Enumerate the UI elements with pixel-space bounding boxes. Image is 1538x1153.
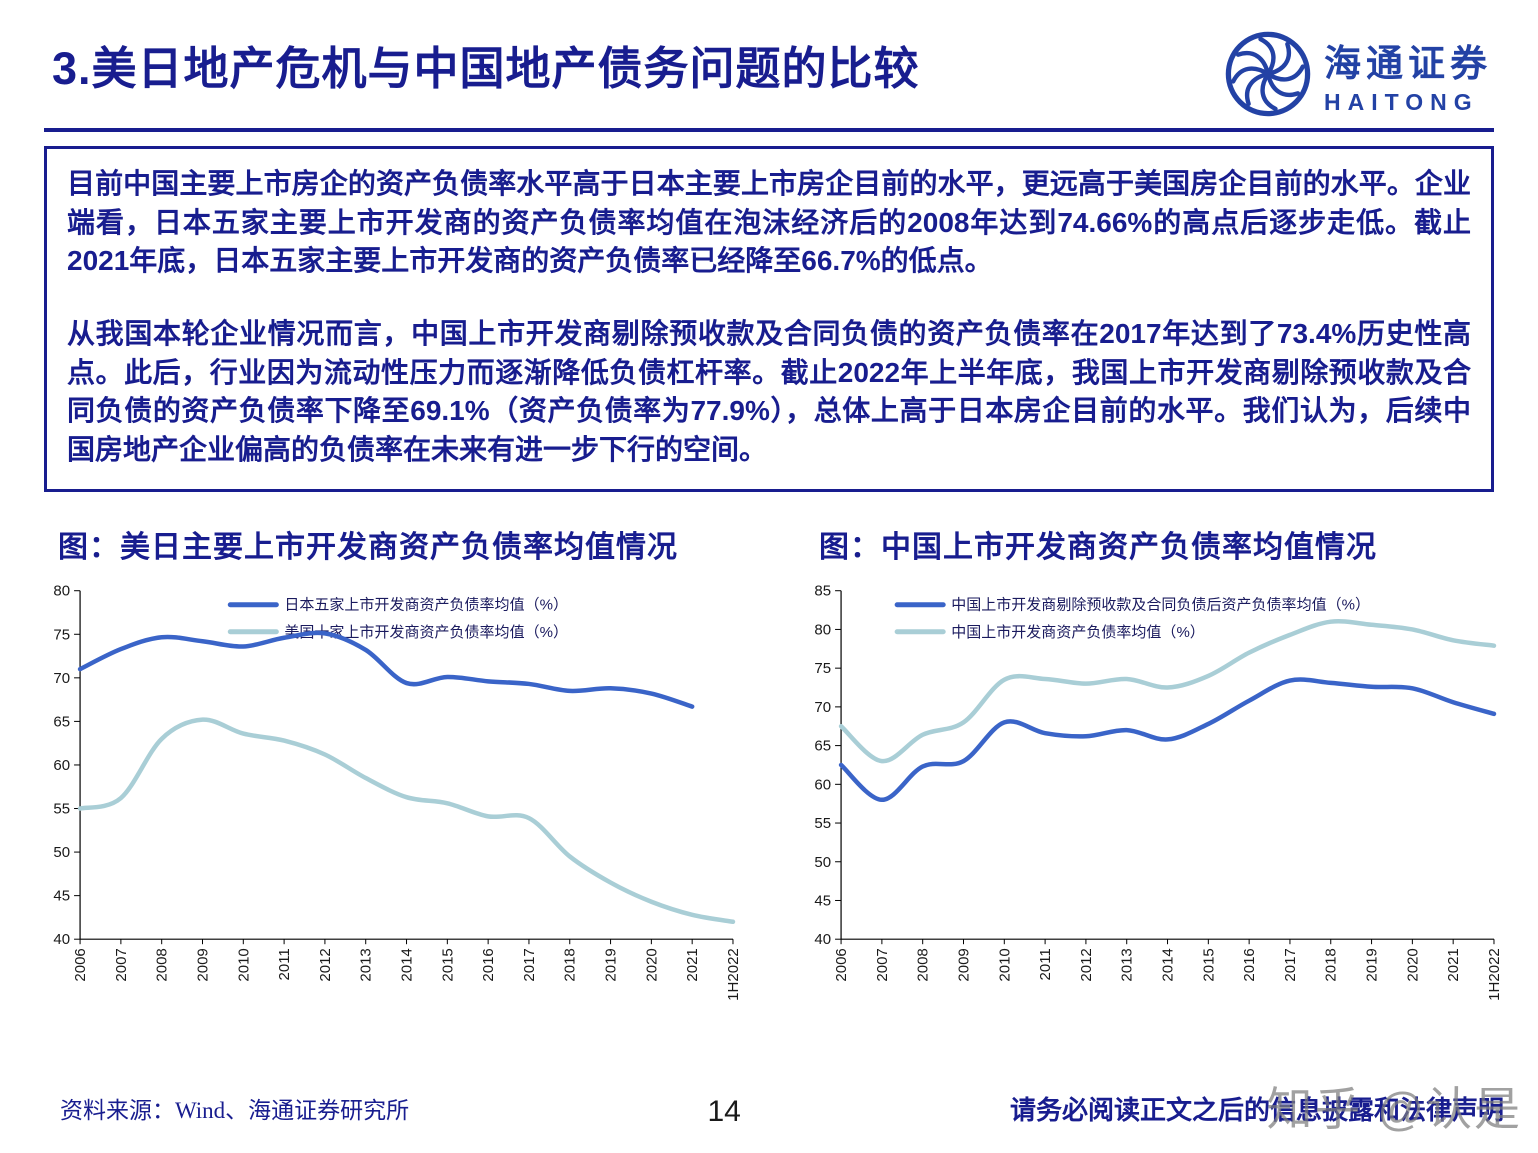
svg-text:55: 55: [814, 815, 831, 832]
svg-text:美国十家上市开发商资产负债率均值（%）: 美国十家上市开发商资产负债率均值（%）: [284, 624, 568, 641]
svg-text:2018: 2018: [1323, 949, 1340, 982]
footer-source: 资料来源：Wind、海通证券研究所: [60, 1098, 410, 1123]
haitong-logo-icon: [1225, 31, 1311, 117]
svg-text:2009: 2009: [955, 949, 972, 982]
svg-text:45: 45: [53, 888, 70, 905]
haitong-logo: 海通证券 HAITONG: [1224, 30, 1492, 118]
summary-box: 目前中国主要上市房企的资产负债率水平高于日本主要上市房企目前的水平，更远高于美国…: [44, 146, 1494, 493]
svg-text:2015: 2015: [439, 949, 456, 982]
svg-text:日本五家上市开发商资产负债率均值（%）: 日本五家上市开发商资产负债率均值（%）: [284, 597, 568, 614]
svg-text:2012: 2012: [317, 949, 334, 982]
logo-text-en: HAITONG: [1324, 88, 1479, 115]
svg-text:45: 45: [814, 893, 831, 910]
page-number: 14: [707, 1095, 741, 1128]
chart-column-left: 图：美日主要上市开发商资产负债率均值情况 40 45 50 55 60 65 70 75 80 2…: [28, 522, 749, 1012]
chart-title-right: 图：中国上市开发商资产负债率均值情况: [819, 531, 1377, 565]
title-divider: [44, 128, 1494, 132]
svg-text:55: 55: [53, 801, 70, 818]
svg-text:2019: 2019: [1364, 949, 1381, 982]
svg-text:60: 60: [53, 757, 70, 774]
svg-text:50: 50: [53, 844, 70, 861]
svg-text:2016: 2016: [1241, 949, 1258, 982]
page-title: 3.美日地产危机与中国地产债务问题的比较: [52, 43, 920, 94]
svg-text:80: 80: [53, 583, 70, 600]
svg-text:中国上市开发商资产负债率均值（%）: 中国上市开发商资产负债率均值（%）: [951, 624, 1205, 641]
svg-text:40: 40: [814, 932, 831, 949]
svg-text:2018: 2018: [562, 949, 579, 982]
svg-text:2014: 2014: [1160, 949, 1177, 982]
svg-text:2010: 2010: [996, 949, 1013, 982]
chart-column-right: 图：中国上市开发商资产负债率均值情况 40 45 50 55 60 65 70 75 80 85 2…: [789, 522, 1510, 1012]
svg-text:中国上市开发商剔除预收款及合同负债后资产负债率均值（%）: 中国上市开发商剔除预收款及合同负债后资产负债率均值（%）: [951, 597, 1370, 614]
watermark: 知乎 @认是: [1266, 1083, 1522, 1135]
svg-text:70: 70: [53, 670, 70, 687]
summary-paragraph-1: 目前中国主要上市房企的资产负债率水平高于日本主要上市房企目前的水平，更远高于美国…: [67, 168, 1471, 277]
chart-title-left: 图：美日主要上市开发商资产负债率均值情况: [58, 531, 678, 565]
svg-text:75: 75: [814, 661, 831, 678]
svg-text:2013: 2013: [1119, 949, 1136, 982]
japan-us-leverage-chart: 40 45 50 55 60 65 70 75 80 2006 2007 2008 2009 2010 20…: [53, 583, 742, 1002]
svg-text:2008: 2008: [915, 949, 932, 982]
svg-text:2014: 2014: [399, 949, 416, 982]
charts-row: 图：美日主要上市开发商资产负债率均值情况 40 45 50 55 60 65 70 75 80 2…: [0, 522, 1538, 1012]
svg-text:2011: 2011: [1037, 949, 1054, 981]
svg-text:80: 80: [814, 622, 831, 639]
svg-text:2020: 2020: [643, 949, 660, 982]
svg-text:2017: 2017: [1282, 949, 1299, 982]
svg-text:2006: 2006: [833, 949, 850, 982]
footer-disclaimer: 请务必阅读正文之后的信息披露和法律声明: [1009, 1096, 1504, 1125]
svg-text:2007: 2007: [874, 949, 891, 982]
logo-text-cn: 海通证券: [1324, 43, 1492, 85]
header: 3.美日地产危机与中国地产债务问题的比较 海通证券 HAITONG: [0, 0, 1538, 118]
svg-text:1H2022: 1H2022: [1486, 949, 1503, 1002]
svg-text:2011: 2011: [276, 949, 293, 981]
svg-text:2012: 2012: [1078, 949, 1095, 982]
svg-text:2016: 2016: [480, 949, 497, 982]
svg-text:60: 60: [814, 777, 831, 794]
china-leverage-chart: 40 45 50 55 60 65 70 75 80 85 2006 2007 2008 2009 2010…: [814, 583, 1503, 1002]
svg-text:40: 40: [53, 932, 70, 949]
svg-text:2019: 2019: [603, 949, 620, 982]
svg-text:2021: 2021: [684, 949, 701, 982]
svg-text:2020: 2020: [1404, 949, 1421, 982]
svg-text:2007: 2007: [113, 949, 130, 982]
svg-text:2021: 2021: [1445, 949, 1462, 982]
svg-text:2017: 2017: [521, 949, 538, 982]
svg-text:85: 85: [814, 583, 831, 600]
svg-text:2006: 2006: [72, 949, 89, 982]
svg-text:70: 70: [814, 699, 831, 716]
svg-text:2008: 2008: [154, 949, 171, 982]
svg-text:65: 65: [814, 738, 831, 755]
svg-text:2009: 2009: [194, 949, 211, 982]
svg-text:2015: 2015: [1200, 949, 1217, 982]
svg-text:2013: 2013: [358, 949, 375, 982]
logo-text: 海通证券 HAITONG: [1324, 33, 1492, 116]
summary-paragraph-2: 从我国本轮企业情况而言，中国上市开发商剔除预收款及合同负债的资产负债率在2017…: [67, 317, 1471, 465]
svg-text:50: 50: [814, 854, 831, 871]
svg-text:65: 65: [53, 714, 70, 731]
svg-text:1H2022: 1H2022: [725, 949, 742, 1002]
svg-text:75: 75: [53, 627, 70, 644]
svg-text:2010: 2010: [235, 949, 252, 982]
